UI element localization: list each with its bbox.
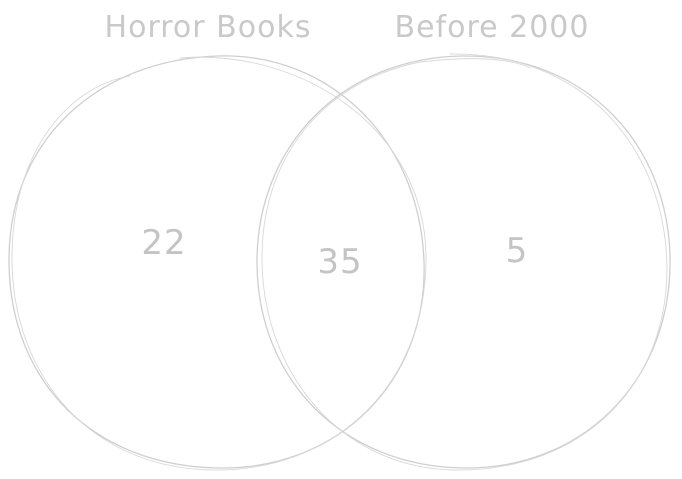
right-circle [256,53,671,471]
count-intersection: 35 [317,242,362,282]
set-label-before-2000: Before 2000 [395,10,590,45]
set-label-horror-books: Horror Books [105,10,312,45]
count-left-only: 22 [141,223,186,263]
count-right-only: 5 [506,231,529,271]
left-circle [8,55,427,471]
